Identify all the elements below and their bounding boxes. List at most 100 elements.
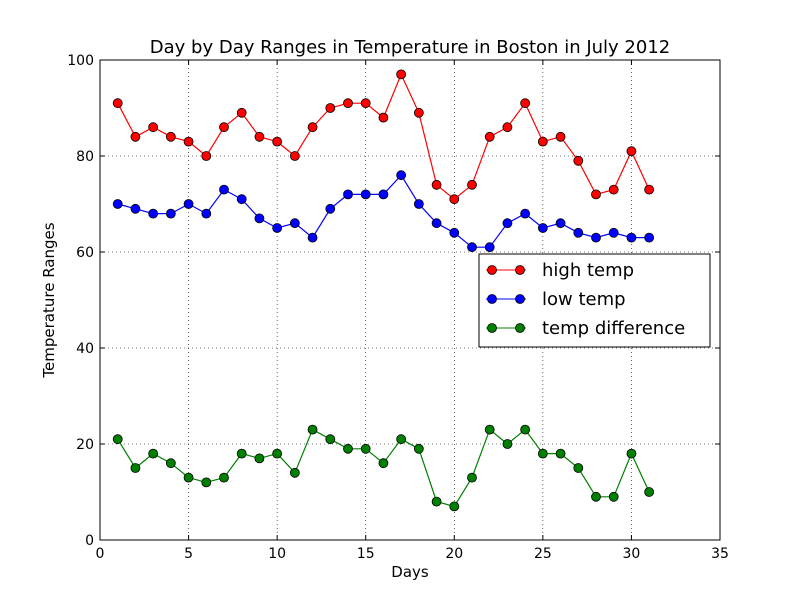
data-point-temp-difference: [484, 424, 495, 435]
data-point-low-temp: [449, 227, 460, 238]
data-point-high-temp: [360, 98, 371, 109]
data-point-high-temp: [254, 131, 265, 142]
axis-ticks: [99, 59, 721, 541]
data-point-temp-difference: [626, 448, 637, 459]
data-point-high-temp: [272, 136, 283, 147]
data-point-low-temp: [573, 227, 584, 238]
plot-area-frame: [99, 59, 721, 541]
legend-label-high-temp: high temp: [542, 260, 634, 281]
data-point-high-temp: [431, 179, 442, 190]
data-point-temp-difference: [219, 472, 229, 483]
data-point-high-temp: [608, 184, 619, 195]
x-tick-label: 30: [623, 546, 641, 562]
data-point-high-temp: [201, 151, 212, 161]
data-point-high-temp: [130, 131, 141, 142]
data-point-temp-difference: [325, 434, 336, 445]
data-point-temp-difference: [165, 458, 176, 469]
x-tick-label: 25: [534, 546, 552, 562]
legend-marker-temp-difference: [515, 323, 525, 333]
data-point-temp-difference: [201, 477, 212, 488]
data-point-high-temp: [537, 136, 548, 147]
data-point-high-temp: [555, 131, 566, 142]
legend-label-low-temp: low temp: [542, 289, 626, 310]
data-point-temp-difference: [378, 458, 389, 469]
legend-marker-high-temp: [515, 265, 525, 275]
data-point-temp-difference: [608, 491, 619, 502]
y-tick-label: 40: [76, 341, 94, 357]
data-point-low-temp: [112, 199, 123, 209]
legend-entry-high-temp: high temp: [486, 260, 634, 281]
data-point-low-temp: [555, 218, 566, 229]
y-tick-label: 60: [76, 245, 94, 261]
data-point-low-temp: [360, 189, 371, 200]
legend-marker-low-temp: [515, 294, 525, 304]
data-point-low-temp: [484, 242, 495, 253]
data-point-high-temp: [219, 122, 229, 133]
data-point-temp-difference: [591, 491, 601, 502]
data-point-low-temp: [537, 223, 548, 233]
data-point-low-temp: [644, 232, 655, 243]
data-point-temp-difference: [360, 443, 371, 454]
data-point-low-temp: [378, 189, 389, 200]
data-point-temp-difference: [431, 496, 442, 507]
data-point-low-temp: [591, 232, 601, 243]
tick-labels: 0 5 10 15 20 25 30 35 0 20 40 60 80 100: [67, 53, 729, 562]
data-point-low-temp: [608, 227, 619, 238]
y-tick-label: 100: [67, 53, 94, 69]
data-point-high-temp: [378, 112, 389, 123]
data-point-high-temp: [449, 194, 460, 205]
data-point-low-temp: [626, 232, 637, 243]
data-point-high-temp: [148, 122, 159, 133]
data-point-high-temp: [467, 179, 477, 190]
data-point-low-temp: [307, 232, 318, 243]
data-point-temp-difference: [272, 448, 283, 459]
series-low-temp: [112, 170, 655, 253]
data-point-low-temp: [343, 189, 353, 200]
data-point-low-temp: [413, 199, 424, 209]
data-point-high-temp: [413, 107, 424, 118]
data-point-high-temp: [236, 107, 247, 118]
data-point-high-temp: [343, 98, 353, 109]
data-point-low-temp: [183, 199, 194, 209]
legend-marker-high-temp: [487, 265, 497, 275]
legend-marker-temp-difference: [487, 323, 497, 333]
x-tick-label: 0: [96, 546, 105, 562]
x-tick-label: 35: [711, 546, 729, 562]
data-point-temp-difference: [502, 439, 513, 449]
data-point-temp-difference: [130, 463, 141, 473]
data-point-temp-difference: [148, 448, 159, 459]
data-point-low-temp: [236, 194, 247, 205]
legend-entry-temp-difference: temp difference: [486, 318, 685, 339]
data-point-high-temp: [112, 98, 123, 109]
data-point-temp-difference: [289, 467, 300, 478]
data-point-temp-difference: [307, 424, 318, 435]
y-tick-label: 80: [76, 149, 94, 165]
data-point-high-temp: [520, 98, 531, 109]
data-point-low-temp: [219, 184, 229, 195]
data-point-temp-difference: [467, 472, 477, 483]
data-point-temp-difference: [343, 443, 353, 454]
y-tick-label: 0: [85, 533, 94, 549]
series-temp-difference: [112, 424, 655, 512]
data-point-low-temp: [431, 218, 442, 229]
data-point-temp-difference: [396, 434, 407, 445]
data-point-temp-difference: [573, 463, 584, 473]
data-point-low-temp: [396, 170, 407, 181]
x-tick-label: 15: [357, 546, 375, 562]
data-point-low-temp: [272, 223, 283, 233]
x-axis-label: Days: [391, 563, 429, 581]
data-point-low-temp: [325, 203, 336, 214]
data-point-high-temp: [502, 122, 513, 133]
data-point-high-temp: [644, 184, 655, 195]
data-point-temp-difference: [236, 448, 247, 459]
x-tick-label: 5: [184, 546, 193, 562]
data-point-low-temp: [148, 208, 159, 219]
data-point-low-temp: [201, 208, 212, 219]
data-point-high-temp: [165, 131, 176, 142]
x-tick-label: 20: [445, 546, 463, 562]
y-tick-label: 20: [76, 437, 94, 453]
series-high-temp: [112, 69, 655, 205]
data-point-low-temp: [467, 242, 477, 253]
